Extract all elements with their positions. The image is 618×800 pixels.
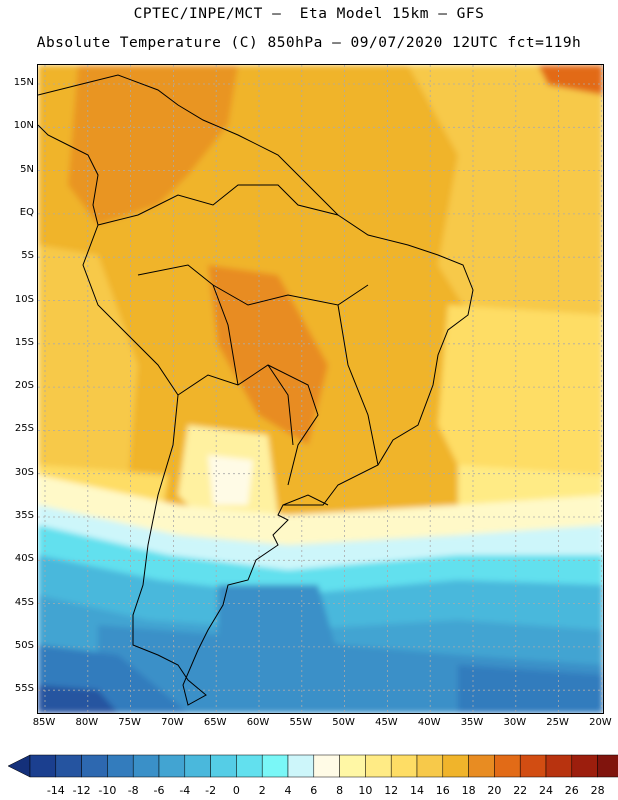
lat-label-15s: 15S — [14, 336, 34, 348]
lon-label-40w: 40W — [417, 717, 441, 728]
colorbar-swatch — [390, 754, 418, 778]
temperature-map[interactable] — [37, 64, 604, 714]
lat-label-55s: 55S — [14, 683, 34, 695]
colorbar-swatch — [339, 754, 366, 778]
colorbar-swatch — [29, 754, 57, 778]
lon-label-85w: 85W — [32, 717, 56, 728]
colorbar-label: 4 — [284, 784, 292, 797]
colorbar-label: 28 — [590, 784, 605, 797]
lon-label-80w: 80W — [75, 717, 99, 728]
colorbar-swatch — [313, 754, 340, 778]
lon-label-65w: 65W — [203, 717, 227, 728]
colorbar-swatch — [236, 754, 263, 778]
colorbar-swatch — [442, 754, 469, 778]
colorbar-label: -14 — [46, 784, 65, 797]
colorbar-swatch — [519, 754, 547, 778]
colorbar-swatch — [132, 754, 160, 778]
lat-label-5s: 5S — [21, 250, 34, 262]
colorbar-swatch — [287, 754, 315, 778]
colorbar-swatch — [571, 754, 598, 778]
colorbar-swatch — [55, 754, 82, 778]
colorbar-swatch — [158, 754, 186, 778]
lon-label-75w: 75W — [118, 717, 141, 728]
map-title-line1: CPTEC/INPE/MCT – Eta Model 15km – GFS — [133, 6, 485, 22]
coastline — [38, 74, 474, 706]
lon-label-45w: 45W — [375, 717, 398, 728]
colorbar-swatch — [81, 754, 108, 778]
lon-label-25w: 25W — [546, 717, 569, 728]
colorbar-label: -6 — [153, 784, 165, 797]
lat-label-40s: 40S — [14, 553, 34, 565]
colorbar-label: -4 — [179, 784, 191, 797]
lat-label-15n: 15N — [13, 77, 34, 88]
graticule — [38, 65, 603, 713]
colorbar-swatch — [545, 754, 573, 778]
temperature-field — [38, 65, 603, 713]
colorbar-swatch — [416, 754, 444, 778]
lat-label-35s: 35S — [14, 510, 34, 521]
colorbar-label: 18 — [461, 784, 476, 797]
colorbar-label: 16 — [435, 784, 450, 797]
colorbar-swatch — [184, 754, 211, 778]
colorbar-label: -2 — [205, 784, 217, 797]
lat-label-50s: 50S — [14, 639, 34, 651]
lat-label-20s: 20S — [14, 380, 34, 392]
colorbar-label: 22 — [513, 784, 528, 797]
map-canvas — [38, 65, 603, 713]
colorbar-label: 10 — [358, 784, 373, 797]
colorbar-label: 24 — [539, 784, 553, 797]
colorbar-label: -12 — [72, 784, 91, 797]
colorbar-label: -10 — [98, 784, 117, 797]
colorbar-label: -8 — [127, 784, 139, 797]
colorbar-label: 20 — [487, 784, 502, 797]
lon-label-20w: 20W — [589, 717, 612, 728]
colorbar-label: 26 — [564, 784, 579, 797]
lat-label-10n: 10N — [13, 120, 34, 132]
colorbar-swatch — [107, 754, 134, 778]
lon-label-35w: 35W — [460, 717, 484, 728]
colorbar-under-arrow — [8, 754, 31, 778]
lat-label-5n: 5N — [20, 163, 34, 175]
colorbar-label: 6 — [310, 784, 318, 797]
lat-label-10s: 10S — [14, 293, 34, 305]
colorbar-label: 0 — [232, 784, 240, 797]
colorbar-swatch — [261, 754, 289, 778]
colorbar-label: 12 — [384, 784, 399, 797]
colorbar — [8, 754, 618, 778]
colorbar-swatch — [597, 754, 618, 778]
lat-label-30s: 30S — [14, 466, 34, 478]
lon-label-30w: 30W — [503, 717, 527, 728]
colorbar-label: 2 — [258, 784, 266, 797]
colorbar-swatch — [210, 754, 237, 778]
lat-label-eq: EQ — [19, 206, 34, 218]
colorbar-swatch — [365, 754, 392, 778]
colorbar-swatch — [468, 754, 495, 778]
lat-label-45s: 45S — [14, 596, 34, 608]
colorbar-label: 8 — [336, 784, 344, 797]
colorbar-label: 14 — [410, 784, 424, 797]
lat-label-25s: 25S — [14, 423, 34, 435]
lon-label-50w: 50W — [332, 717, 355, 728]
map-title-line2: Absolute Temperature (C) 850hPa – 09/07/… — [36, 35, 582, 51]
lon-label-60w: 60W — [246, 717, 270, 728]
lon-label-55w: 55W — [289, 717, 313, 728]
lon-label-70w: 70W — [161, 717, 184, 728]
colorbar-swatch — [494, 754, 521, 778]
